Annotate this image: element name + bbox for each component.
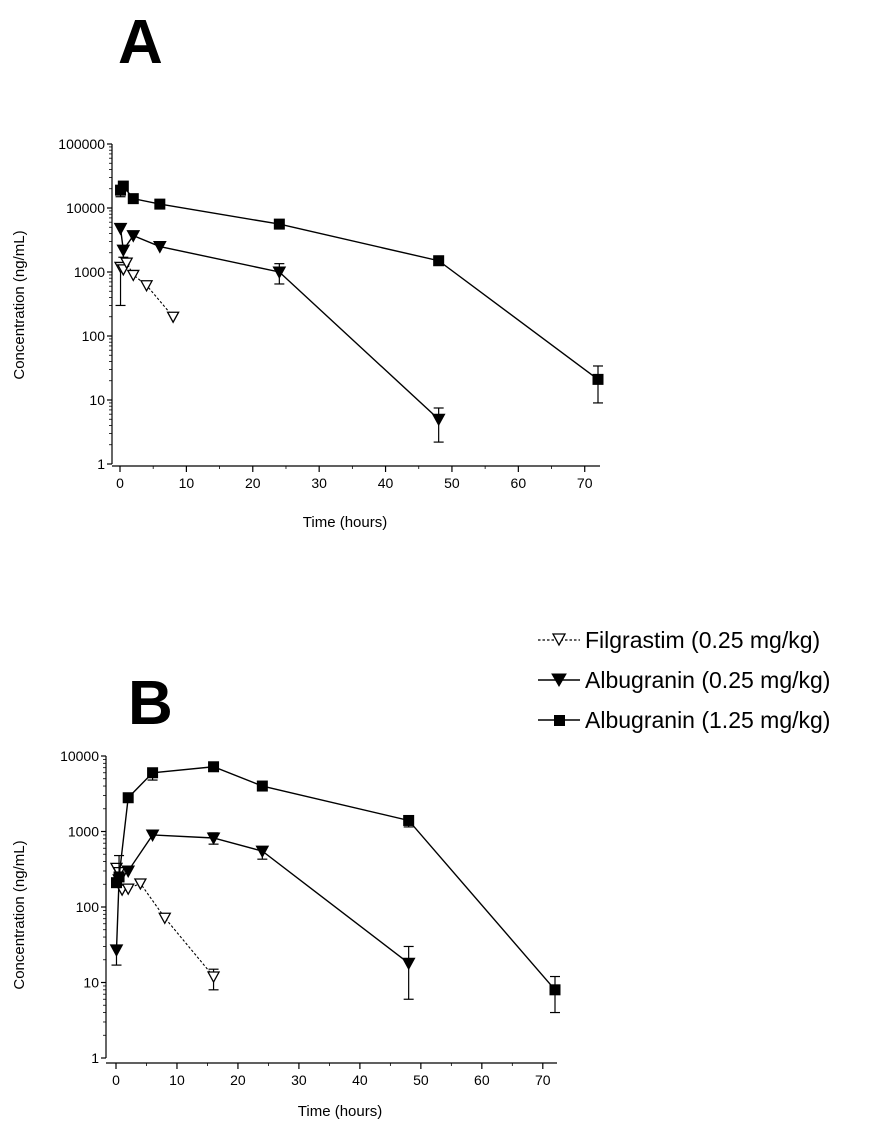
legend-marker-albugranin-low	[551, 673, 567, 687]
data-point	[113, 222, 128, 236]
series-2	[115, 180, 604, 404]
x-tick-label: 20	[230, 1072, 246, 1088]
data-point	[116, 244, 131, 258]
y-tick-label: 10000	[60, 748, 99, 764]
chart-panel-a: A Concentration (ng/mL) Time (hours) 1 10…	[11, 8, 604, 531]
y-tick-label: 10	[89, 392, 105, 408]
data-point	[592, 373, 604, 385]
data-point	[206, 832, 221, 846]
y-tick-label: 10000	[66, 200, 105, 216]
series-1	[113, 222, 446, 443]
legend-label-albugranin-low: Albugranin (0.25 mg/kg)	[585, 667, 830, 693]
data-point	[208, 761, 220, 773]
series-0	[113, 257, 180, 324]
data-point	[117, 180, 129, 192]
y-tick-label: 10	[83, 975, 99, 991]
x-tick-label: 0	[112, 1072, 120, 1088]
x-tick-label: 40	[378, 475, 394, 491]
panel-a-plot	[113, 180, 604, 443]
x-tick-label: 50	[413, 1072, 429, 1088]
data-point	[145, 829, 160, 842]
data-point	[154, 198, 166, 210]
x-tick-label: 40	[352, 1072, 368, 1088]
y-tick-label: 1000	[74, 264, 105, 280]
data-point	[121, 883, 135, 896]
data-point	[113, 871, 125, 883]
x-tick-label: 50	[444, 475, 460, 491]
data-point	[120, 257, 134, 270]
panel-a-x-axis-label: Time (hours)	[303, 514, 387, 531]
x-tick-label: 70	[577, 475, 593, 491]
panel-a-y-axis-label: Concentration (ng/mL)	[11, 230, 28, 379]
legend-item-filgrastim: Filgrastim (0.25 mg/kg)	[538, 627, 820, 653]
series-line	[119, 184, 599, 380]
data-point	[255, 845, 270, 859]
x-tick-label: 10	[169, 1072, 185, 1088]
data-point	[126, 230, 141, 243]
data-point	[158, 912, 172, 925]
legend-item-albugranin-low: Albugranin (0.25 mg/kg)	[538, 667, 830, 693]
x-tick-label: 10	[179, 475, 195, 491]
data-point	[206, 971, 221, 984]
panel-b-plot	[109, 761, 561, 1014]
y-tick-label: 100000	[58, 136, 105, 152]
data-point	[139, 280, 154, 293]
y-tick-label: 1	[91, 1050, 99, 1066]
x-tick-label: 20	[245, 475, 261, 491]
legend-label-albugranin-high: Albugranin (1.25 mg/kg)	[585, 707, 830, 733]
data-point	[110, 877, 122, 889]
legend-marker-filgrastim	[551, 633, 567, 647]
legend-marker-albugranin-high	[554, 715, 565, 726]
data-point	[272, 266, 287, 280]
chart-panel-b: B Concentration (ng/mL) Time (hours) 1 10…	[11, 669, 561, 1120]
x-tick-label: 30	[291, 1072, 307, 1088]
data-point	[152, 241, 167, 254]
series-line	[115, 766, 556, 991]
panel-b-x-axis-label: Time (hours)	[298, 1103, 382, 1120]
data-point	[122, 792, 134, 804]
x-tick-label: 60	[511, 475, 527, 491]
y-tick-label: 100	[76, 899, 100, 915]
y-tick-label: 1	[97, 456, 105, 472]
series-line	[120, 261, 174, 318]
legend: Filgrastim (0.25 mg/kg) Albugranin (0.25…	[538, 627, 830, 733]
data-point	[133, 878, 147, 891]
panel-a-axes: 1 10 100 1000 10000 100000 0 10 20 30 40 50 60 70	[58, 136, 600, 491]
data-point	[433, 255, 445, 267]
data-point	[166, 311, 180, 324]
data-point	[121, 865, 136, 879]
panel-b-label: B	[128, 669, 173, 738]
series-2	[110, 761, 561, 1014]
series-0	[109, 862, 221, 991]
data-point	[127, 193, 139, 205]
panel-b-axes: 1 10 100 1000 10000 0 10 20 30 40 50 60 70	[60, 748, 557, 1088]
data-point	[549, 984, 561, 996]
y-tick-label: 100	[82, 328, 106, 344]
data-point	[126, 269, 140, 282]
series-1	[109, 829, 416, 1000]
x-tick-label: 70	[535, 1072, 551, 1088]
data-point	[256, 780, 268, 792]
data-point	[401, 957, 416, 971]
panel-a-label: A	[118, 8, 163, 77]
x-tick-label: 60	[474, 1072, 490, 1088]
y-tick-label: 1000	[68, 824, 99, 840]
legend-label-filgrastim: Filgrastim (0.25 mg/kg)	[585, 627, 820, 653]
data-point	[403, 814, 415, 826]
x-tick-label: 0	[116, 475, 124, 491]
panel-b-y-axis-label: Concentration (ng/mL)	[11, 840, 28, 989]
data-point	[431, 413, 446, 427]
x-tick-label: 30	[311, 475, 327, 491]
legend-item-albugranin-high: Albugranin (1.25 mg/kg)	[538, 707, 830, 733]
series-line	[119, 228, 440, 420]
data-point	[147, 767, 159, 779]
data-point	[273, 218, 285, 230]
data-point	[109, 944, 124, 957]
